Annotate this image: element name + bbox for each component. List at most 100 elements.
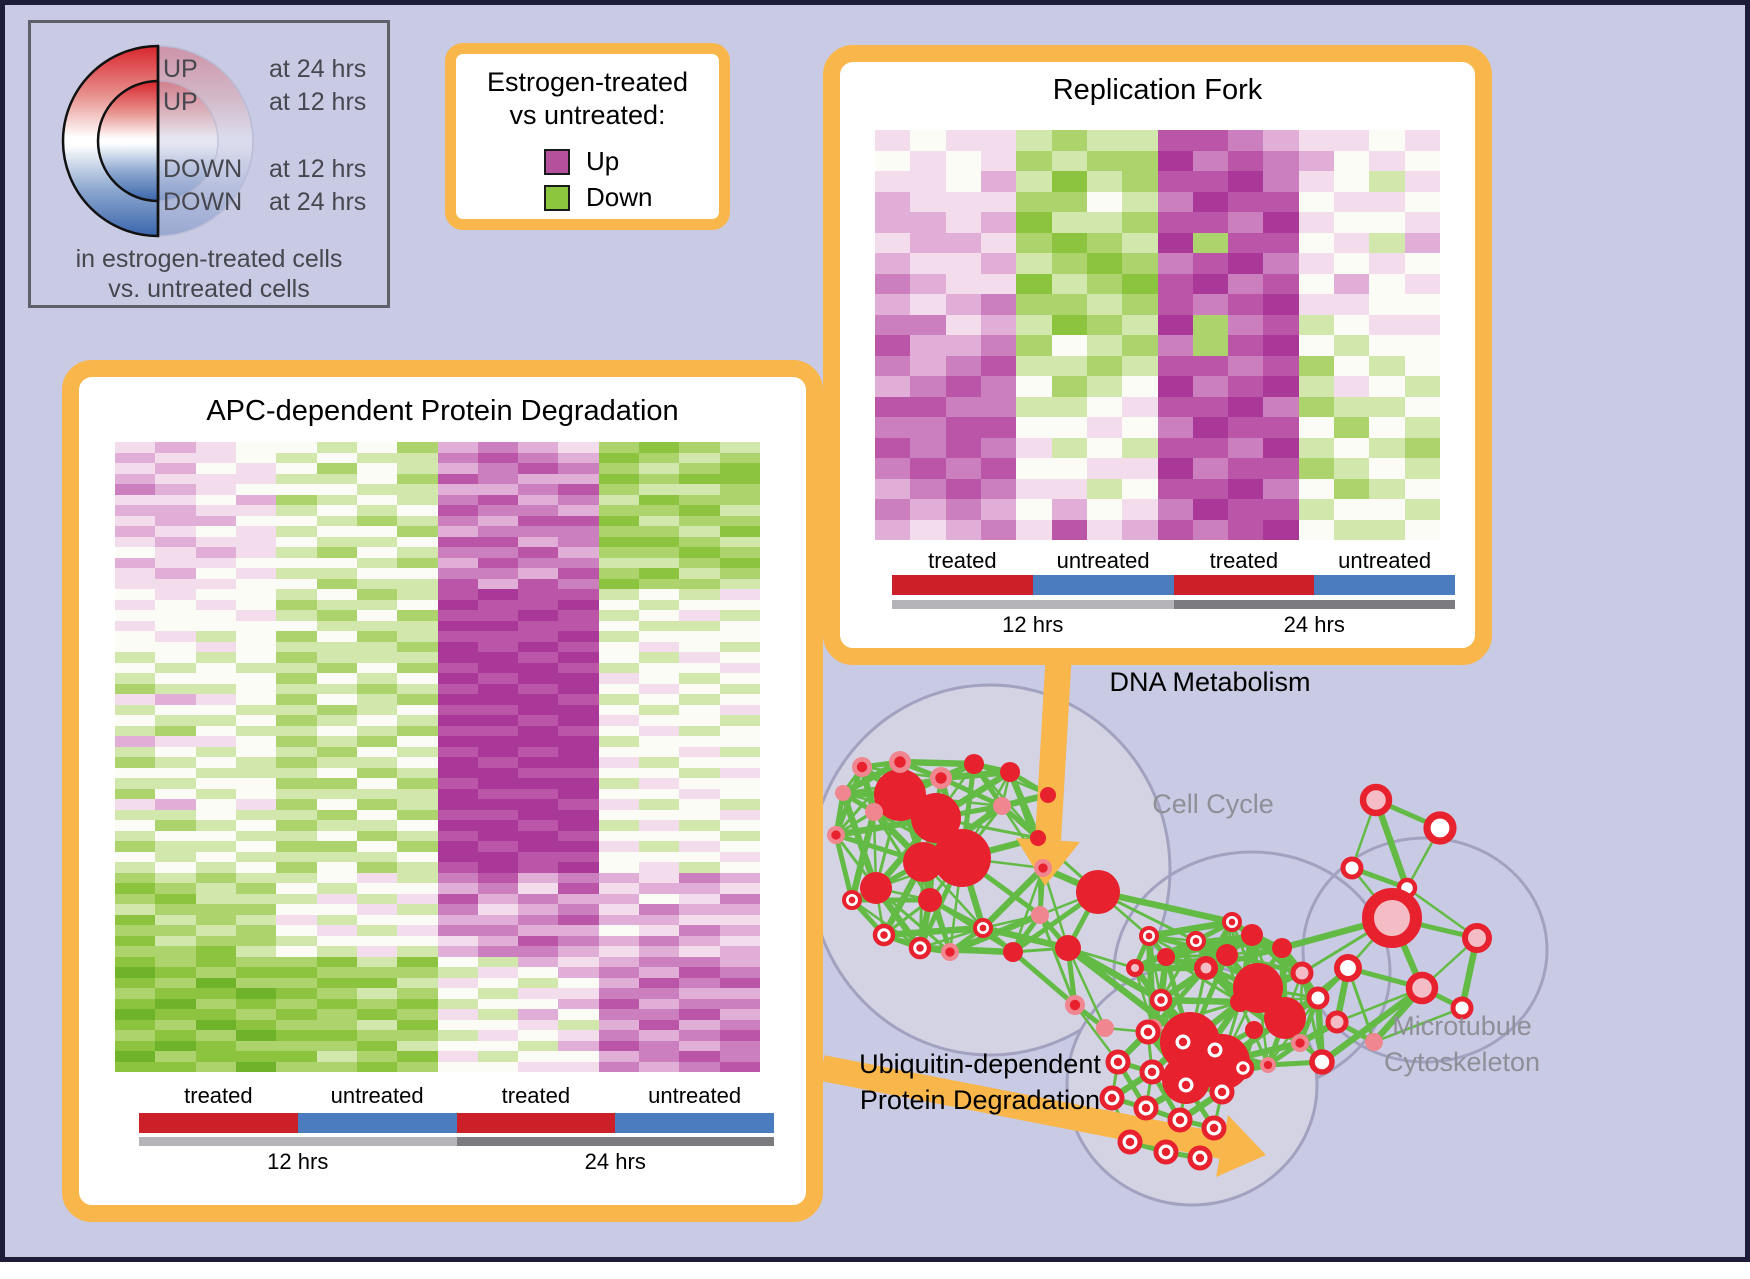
heatmap-cell (356, 463, 398, 474)
heatmap-cell (235, 1061, 277, 1072)
heatmap-cell (1192, 273, 1229, 294)
heatmap-cell (679, 1040, 720, 1051)
heatmap-cell (639, 620, 680, 631)
heatmap-cell (235, 1030, 277, 1041)
heatmap-cell (477, 820, 519, 831)
heatmap-cell (639, 641, 680, 652)
heatmap-cell (276, 631, 317, 642)
heatmap-cell (1051, 417, 1087, 438)
heatmap-cell (1051, 232, 1087, 253)
heatmap-cell (598, 505, 640, 516)
heatmap-cell (719, 673, 760, 684)
heatmap-cell (518, 463, 559, 474)
heatmap-cell (316, 484, 357, 495)
heatmap-cell (719, 883, 760, 894)
network-node (1405, 971, 1439, 1005)
heatmap-cell (316, 851, 357, 862)
heatmap-cell (276, 956, 317, 967)
heatmap-cell (719, 452, 760, 463)
network-node (1306, 986, 1330, 1010)
heatmap-cell (719, 505, 760, 516)
heatmap-cell (356, 526, 398, 537)
network-node-core (1263, 1060, 1273, 1070)
heatmap-cell (276, 851, 317, 862)
heatmap-cell (719, 809, 760, 820)
heatmap-cell (558, 883, 599, 894)
heatmap-cell (1298, 253, 1335, 274)
heatmap-cell (679, 967, 720, 978)
network-node (1216, 944, 1238, 966)
heatmap-cell (397, 589, 438, 600)
heatmap-cell (316, 557, 357, 568)
heatmap-cell (980, 253, 1017, 274)
network-edge (929, 898, 1014, 954)
heatmap-cell (235, 988, 277, 999)
heatmap-cell (679, 484, 720, 495)
heatmap-cell (1016, 376, 1052, 397)
heatmap-cell (356, 799, 398, 810)
heatmap-cell (155, 883, 196, 894)
heatmap-cell (719, 463, 760, 474)
heatmap-cell (1016, 273, 1052, 294)
heatmap-cell (477, 925, 519, 936)
network-node (835, 785, 851, 801)
heatmap-cell (235, 694, 277, 705)
heatmap-cell (679, 872, 720, 883)
heatmap-cell (1263, 355, 1299, 376)
heatmap-cell (980, 232, 1017, 253)
heatmap-cell (115, 599, 156, 610)
heatmap-cell (1263, 171, 1299, 192)
heatmap-cell (155, 473, 196, 484)
heatmap-cell (397, 662, 438, 673)
heatmap-cell (980, 458, 1017, 479)
heatmap-cell (477, 1019, 519, 1030)
heatmap-cell (477, 505, 519, 516)
heatmap-cell (910, 294, 946, 315)
heatmap-cell (195, 998, 236, 1009)
heatmap-cell (397, 641, 438, 652)
heatmap-cell (1334, 232, 1370, 253)
heatmap-cell (679, 757, 720, 768)
heatmap-cell (276, 452, 317, 463)
heatmap-cell (235, 704, 277, 715)
heatmap-cell (679, 568, 720, 579)
network-node (993, 797, 1011, 815)
heatmap-cell (719, 830, 760, 841)
heatmap-cell (437, 547, 478, 558)
heatmap-cell (356, 757, 398, 768)
heatmap-cell (477, 526, 519, 537)
heatmap-cell (518, 893, 559, 904)
heatmap-cell (397, 694, 438, 705)
heatmap-cell (1122, 458, 1158, 479)
heatmap-cell (235, 736, 277, 747)
heatmap-cell (1298, 499, 1335, 520)
heatmap-cell (397, 652, 438, 663)
heatmap-cell (558, 935, 599, 946)
heatmap-cell (437, 631, 478, 642)
heatmap-cell (518, 547, 559, 558)
heatmap-cell (477, 904, 519, 915)
heatmap-cell (558, 925, 599, 936)
heatmap-cell (558, 862, 599, 873)
heatmap-cell (639, 757, 680, 768)
heatmap-cell (558, 568, 599, 579)
heatmap-cell (1369, 191, 1405, 212)
heatmap-cell (1404, 376, 1440, 397)
heatmap-cell (719, 862, 760, 873)
heatmap-cell (235, 998, 277, 1009)
time-label: 12 hrs (267, 1149, 329, 1174)
heatmap-cell (195, 641, 236, 652)
heatmap-cell (276, 715, 317, 726)
heatmap-cell (639, 925, 680, 936)
group-label: untreated (1056, 548, 1150, 573)
heatmap-cell (1157, 376, 1193, 397)
heatmap-cell (518, 715, 559, 726)
heatmap-cell (235, 967, 277, 978)
heatmap-cell (437, 904, 478, 915)
heatmap-cell (558, 589, 599, 600)
network-node-core (1228, 918, 1236, 926)
heatmap-cell (1263, 130, 1299, 151)
heatmap-cell (115, 893, 156, 904)
heatmap-cell (719, 977, 760, 988)
heatmap-cell (1086, 458, 1123, 479)
